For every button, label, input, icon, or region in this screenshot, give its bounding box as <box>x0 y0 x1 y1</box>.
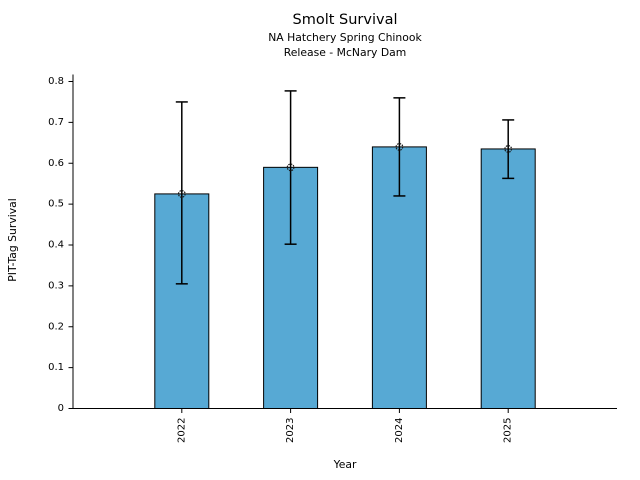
chart-title: Smolt Survival <box>292 12 398 28</box>
y-tick-label-0.5: 0.5 <box>48 199 64 210</box>
marker-2022 <box>177 190 186 198</box>
y-tick-label-0.1: 0.1 <box>48 362 64 373</box>
marker-2024 <box>395 142 404 151</box>
x-tick-label-2025: 2025 <box>503 418 514 443</box>
y-tick-label-0.6: 0.6 <box>48 158 64 169</box>
chart-subtitle-line2: Release - McNary Dam <box>283 46 407 59</box>
x-tick-label-2023: 2023 <box>285 418 296 443</box>
y-axis-label: PIT-Tag Survival <box>6 198 19 282</box>
marker-2023 <box>286 163 295 172</box>
x-axis-label: Year <box>333 458 357 471</box>
y-tick-label-0: 0 <box>58 403 64 414</box>
y-tick-label-0.2: 0.2 <box>48 321 64 332</box>
marker-2025 <box>504 145 513 153</box>
chart-subtitle-line1: NA Hatchery Spring Chinook <box>268 31 422 44</box>
y-tick-label-0.4: 0.4 <box>48 240 64 251</box>
y-tick-label-0.3: 0.3 <box>48 280 64 291</box>
x-tick-label-2022: 2022 <box>176 418 187 443</box>
y-tick-label-0.7: 0.7 <box>48 117 64 128</box>
y-tick-label-0.8: 0.8 <box>48 76 64 87</box>
x-tick-label-2024: 2024 <box>394 418 405 443</box>
bar-2025 <box>480 148 536 409</box>
